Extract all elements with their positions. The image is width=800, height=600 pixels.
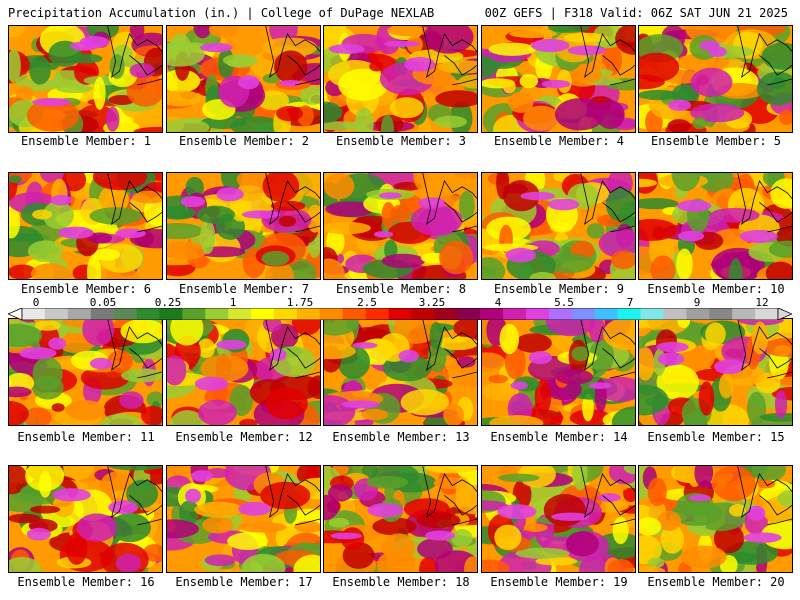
- colorbar: [8, 308, 792, 320]
- colorbar-swatch: [159, 308, 183, 320]
- ensemble-member-label: Ensemble Member: 8: [335, 282, 467, 296]
- ensemble-member-map: [166, 25, 321, 133]
- ensemble-member-label: Ensemble Member: 19: [490, 575, 628, 589]
- colorbar-swatch: [480, 308, 504, 320]
- colorbar-swatch: [251, 308, 275, 320]
- colorbar-tick-label: 2.5: [357, 296, 377, 309]
- ensemble-member-map: [481, 318, 636, 426]
- colorbar-tick-label: 7: [626, 296, 634, 309]
- colorbar-tick-label: 0: [32, 296, 40, 309]
- colorbar-swatch: [136, 308, 160, 320]
- ensemble-member-map: [638, 318, 793, 426]
- ensemble-member-map: [166, 318, 321, 426]
- ensemble-member-map: [481, 25, 636, 133]
- ensemble-member-label: Ensemble Member: 6: [20, 282, 152, 296]
- colorbar-swatch: [617, 308, 641, 320]
- colorbar-swatch: [526, 308, 550, 320]
- colorbar-tick-label: 1: [229, 296, 237, 309]
- colorbar-tick-label: 9: [693, 296, 701, 309]
- ensemble-member-map: [166, 172, 321, 280]
- colorbar-swatch: [548, 308, 573, 320]
- colorbar-swatch: [755, 308, 779, 320]
- colorbar-swatch: [457, 308, 481, 320]
- colorbar-swatch: [640, 308, 664, 320]
- ensemble-member-label: Ensemble Member: 20: [647, 575, 785, 589]
- ensemble-member-label: Ensemble Member: 11: [17, 430, 155, 444]
- ensemble-member-label: Ensemble Member: 3: [335, 134, 467, 148]
- colorbar-swatch: [296, 308, 321, 320]
- colorbar-swatch: [571, 308, 596, 320]
- ensemble-member-label: Ensemble Member: 13: [332, 430, 470, 444]
- ensemble-member-map: [638, 465, 793, 573]
- colorbar-swatch: [182, 308, 206, 320]
- ensemble-member-map: [8, 318, 163, 426]
- ensemble-member-label: Ensemble Member: 7: [178, 282, 310, 296]
- ensemble-member-map: [166, 465, 321, 573]
- ensemble-member-map: [481, 465, 636, 573]
- ensemble-member-label: Ensemble Member: 5: [650, 134, 782, 148]
- ensemble-member-map: [8, 25, 163, 133]
- colorbar-swatch: [434, 308, 458, 320]
- ensemble-member-map: [323, 25, 478, 133]
- colorbar-swatch: [686, 308, 710, 320]
- colorbar-tick-label: 1.75: [286, 296, 314, 309]
- colorbar-swatch: [228, 308, 252, 320]
- colorbar-swatch: [22, 308, 46, 320]
- ensemble-member-label: Ensemble Member: 1: [20, 134, 152, 148]
- colorbar-tick-label: 3.25: [418, 296, 446, 309]
- colorbar-swatch: [319, 308, 344, 320]
- colorbar-swatch: [205, 308, 229, 320]
- ensemble-member-map: [323, 318, 478, 426]
- colorbar-swatch: [342, 308, 366, 320]
- colorbar-swatch: [663, 308, 687, 320]
- ensemble-member-label: Ensemble Member: 12: [175, 430, 313, 444]
- colorbar-tick-label: 0.25: [154, 296, 182, 309]
- colorbar-swatch: [365, 308, 389, 320]
- map-title: Precipitation Accumulation (in.) | Colle…: [8, 6, 435, 20]
- valid-time-title: 00Z GEFS | F318 Valid: 06Z SAT JUN 21 20…: [484, 6, 788, 20]
- colorbar-swatch: [90, 308, 114, 320]
- colorbar-right-arrow: [777, 308, 792, 320]
- ensemble-member-label: Ensemble Member: 2: [178, 134, 310, 148]
- colorbar-tick-label: 0.05: [89, 296, 117, 309]
- ensemble-member-label: Ensemble Member: 15: [647, 430, 785, 444]
- colorbar-swatch: [732, 308, 756, 320]
- colorbar-tick-label: 4: [494, 296, 502, 309]
- colorbar-swatch: [113, 308, 137, 320]
- colorbar-swatch: [44, 308, 69, 320]
- ensemble-member-label: Ensemble Member: 18: [332, 575, 470, 589]
- colorbar-swatch: [594, 308, 618, 320]
- colorbar-swatch: [411, 308, 435, 320]
- ensemble-member-map: [638, 25, 793, 133]
- colorbar-tick-label: 12: [755, 296, 769, 309]
- colorbar-swatch: [709, 308, 733, 320]
- ensemble-member-map: [481, 172, 636, 280]
- ensemble-member-label: Ensemble Member: 17: [175, 575, 313, 589]
- colorbar-tick-label: 5.5: [554, 296, 574, 309]
- ensemble-member-map: [8, 172, 163, 280]
- ensemble-member-label: Ensemble Member: 10: [647, 282, 785, 296]
- ensemble-member-label: Ensemble Member: 9: [493, 282, 625, 296]
- ensemble-member-map: [8, 465, 163, 573]
- ensemble-member-map: [323, 172, 478, 280]
- ensemble-member-map: [638, 172, 793, 280]
- ensemble-member-label: Ensemble Member: 14: [490, 430, 628, 444]
- ensemble-member-map: [323, 465, 478, 573]
- colorbar-left-arrow: [8, 308, 23, 320]
- ensemble-member-label: Ensemble Member: 16: [17, 575, 155, 589]
- colorbar-swatch: [274, 308, 298, 320]
- colorbar-swatch: [67, 308, 92, 320]
- colorbar-swatch: [388, 308, 412, 320]
- colorbar-swatch: [503, 308, 527, 320]
- ensemble-member-label: Ensemble Member: 4: [493, 134, 625, 148]
